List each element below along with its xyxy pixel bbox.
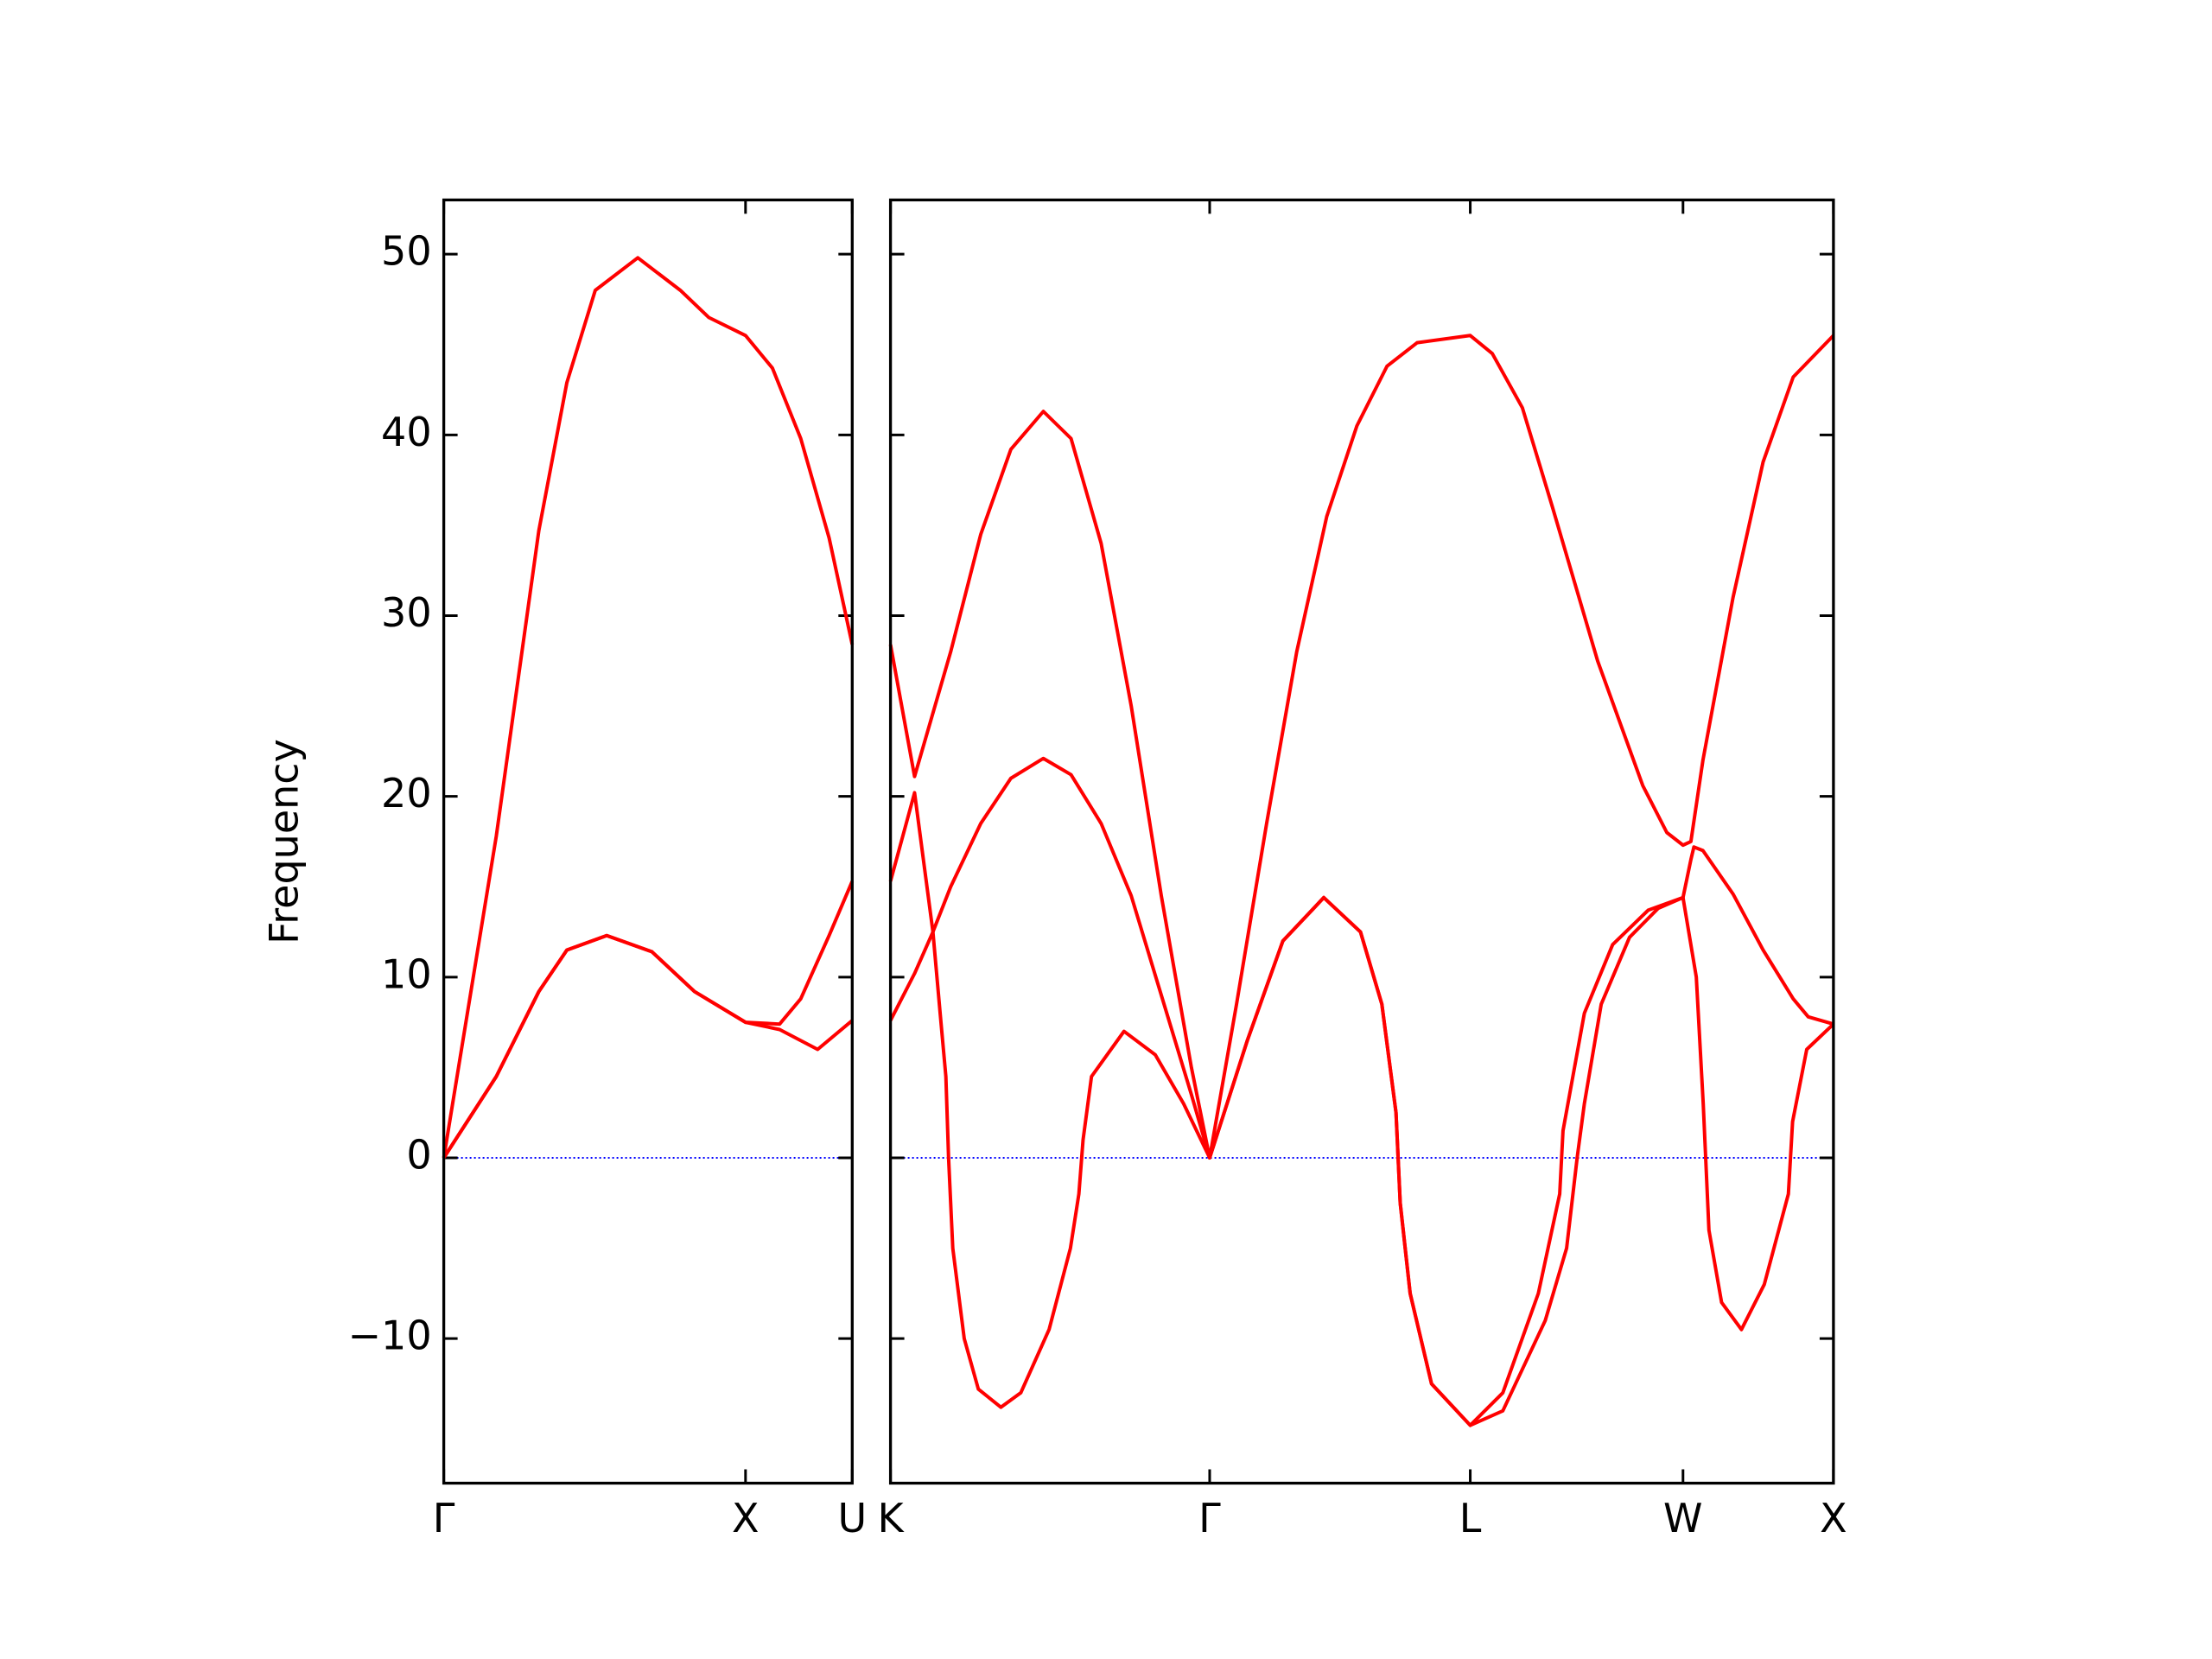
- band-line: [442, 880, 855, 1160]
- x-tick-label: Γ: [1198, 1495, 1221, 1541]
- x-tick-label: W: [1663, 1495, 1702, 1541]
- plot-frame: [442, 198, 854, 1485]
- y-tick-label: 10: [381, 950, 432, 997]
- band-line: [442, 256, 855, 1159]
- band-line: [888, 756, 1834, 1427]
- band-line: [442, 933, 854, 1160]
- x-tick-label: U: [837, 1495, 867, 1541]
- y-tick-label: −10: [348, 1313, 432, 1359]
- x-tick-label: K: [878, 1495, 906, 1541]
- x-tick-label: X: [1820, 1495, 1847, 1541]
- band-line: [888, 895, 1835, 1427]
- x-tick-label: X: [732, 1495, 760, 1541]
- y-tick-label: 40: [381, 409, 432, 455]
- y-tick-label: 30: [381, 589, 432, 636]
- y-tick-label: 0: [406, 1131, 431, 1178]
- y-axis-label: Frequency: [261, 739, 308, 944]
- plot-frame: [888, 198, 1835, 1485]
- x-tick-label: L: [1459, 1495, 1482, 1541]
- y-tick-label: 20: [381, 770, 432, 817]
- x-tick-label: Γ: [433, 1495, 455, 1541]
- y-tick-label: 50: [381, 228, 432, 275]
- band-line: [888, 334, 1835, 1160]
